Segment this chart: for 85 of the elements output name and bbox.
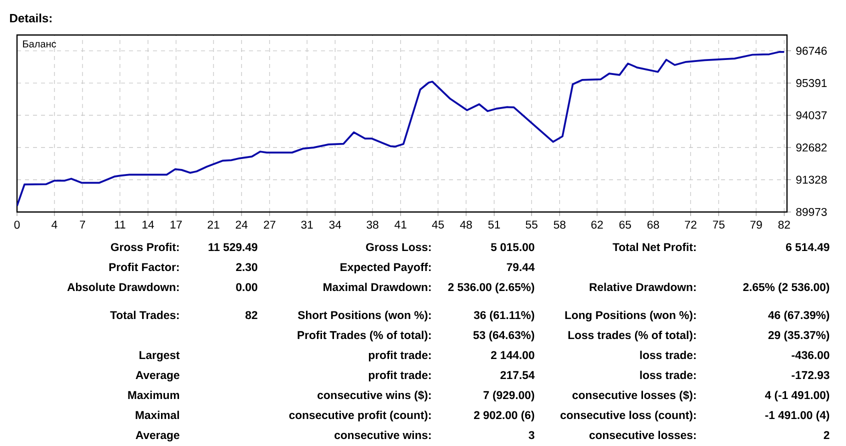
x-tick-label: 62 bbox=[591, 220, 603, 229]
text: Maximal bbox=[136, 410, 179, 420]
chart-title: Details: bbox=[10, 14, 52, 22]
text: Maximum bbox=[128, 390, 180, 400]
text: consecutive profit (count): bbox=[289, 410, 431, 422]
text: 2 902.00 (6) bbox=[474, 410, 534, 422]
x-tick-label: 31 bbox=[301, 220, 313, 229]
text: -172.93 bbox=[792, 371, 830, 380]
text: 2 144.00 bbox=[491, 351, 534, 360]
x-tick-label: 38 bbox=[366, 220, 378, 229]
text: loss trade: bbox=[640, 350, 696, 360]
x-tick-label: 4 bbox=[52, 220, 58, 228]
text: Total Trades: bbox=[110, 310, 179, 320]
x-tick-label: 45 bbox=[432, 220, 444, 229]
text: 7 (929.00) bbox=[484, 390, 534, 402]
text: consecutive losses ($): bbox=[572, 390, 696, 402]
x-tick-label: 41 bbox=[394, 220, 406, 228]
x-tick-label: 11 bbox=[114, 220, 126, 228]
text: Relative Drawdown: bbox=[590, 282, 696, 292]
text: Long Positions (won %): bbox=[565, 310, 696, 322]
x-tick-label: 51 bbox=[488, 220, 500, 229]
text: 5 015.00 bbox=[490, 243, 534, 252]
text: Average bbox=[136, 431, 180, 442]
x-tick-label: 48 bbox=[460, 220, 472, 229]
text: 46 (67.39%) bbox=[768, 310, 830, 322]
text: 79.44 bbox=[506, 263, 535, 272]
x-tick-label: 65 bbox=[619, 220, 631, 229]
text: consecutive loss (count): bbox=[560, 410, 696, 422]
x-tick-label: 14 bbox=[142, 220, 154, 228]
x-tick-label: 7 bbox=[80, 220, 86, 228]
x-tick-label: 34 bbox=[329, 220, 342, 229]
text: 217.54 bbox=[500, 371, 535, 380]
text: Average bbox=[136, 371, 180, 382]
text: Expected Payoff: bbox=[340, 262, 431, 274]
text: 2 bbox=[824, 431, 830, 439]
text: Gross Loss: bbox=[366, 243, 431, 252]
text: Total Net Profit: bbox=[612, 242, 696, 252]
text: Absolute Drawdown: bbox=[67, 282, 179, 292]
x-tick-label: 17 bbox=[170, 220, 182, 228]
text: 53 (64.63%) bbox=[473, 330, 534, 342]
y-tick-label: 89973 bbox=[796, 208, 827, 216]
y-tick-label: 96746 bbox=[796, 46, 827, 55]
x-tick-label: 21 bbox=[208, 220, 220, 229]
text: consecutive wins: bbox=[334, 430, 431, 440]
text: Profit Factor: bbox=[109, 262, 179, 272]
text: 29 (35.37%) bbox=[768, 330, 830, 342]
x-tick-label: 75 bbox=[712, 220, 725, 229]
text: 2.65% (2 536.00) bbox=[743, 282, 830, 294]
text: Loss trades (% of total): bbox=[568, 330, 696, 342]
text: -1 491.00 (4) bbox=[765, 410, 830, 422]
x-tick-label: 68 bbox=[647, 220, 660, 229]
text: 3 bbox=[528, 431, 534, 440]
y-tick-label: 92682 bbox=[796, 144, 827, 152]
y-tick-label: 95391 bbox=[796, 79, 827, 88]
text: 82 bbox=[245, 311, 258, 320]
text: 2 536.00 (2.65%) bbox=[448, 282, 534, 294]
text: profit trade: bbox=[368, 370, 431, 382]
text: Short Positions (won %): bbox=[298, 310, 431, 322]
text: Баланс bbox=[23, 40, 56, 48]
text: Profit Trades (% of total): bbox=[298, 330, 431, 342]
text: loss trade: bbox=[640, 370, 696, 380]
text: -436.00 bbox=[792, 351, 830, 360]
y-tick-label: 94037 bbox=[796, 111, 827, 120]
text: consecutive losses: bbox=[589, 430, 696, 440]
text: Gross Profit: bbox=[110, 242, 179, 252]
text: 4 (-1 491.00) bbox=[765, 390, 830, 402]
text: Maximal Drawdown: bbox=[324, 282, 431, 292]
x-tick-label: 72 bbox=[684, 220, 696, 229]
text: 11 529.49 bbox=[208, 243, 258, 252]
x-tick-label: 27 bbox=[264, 220, 276, 229]
line-series bbox=[17, 50, 786, 207]
x-tick-label: 55 bbox=[526, 220, 538, 229]
x-tick-label: 82 bbox=[778, 220, 790, 229]
x-tick-label: 24 bbox=[236, 220, 248, 229]
text: 6 514.49 bbox=[786, 243, 830, 252]
text: 2.30 bbox=[236, 263, 258, 272]
text: 0.00 bbox=[236, 283, 258, 292]
x-tick-label: 0 bbox=[14, 220, 20, 229]
text: Largest bbox=[140, 351, 180, 362]
y-tick-label: 91328 bbox=[796, 176, 827, 184]
x-tick-label: 58 bbox=[554, 220, 566, 229]
text: profit trade: bbox=[368, 350, 431, 362]
text: 36 (61.11%) bbox=[474, 310, 534, 322]
text: consecutive wins ($): bbox=[318, 390, 431, 402]
x-tick-label: 79 bbox=[750, 220, 762, 229]
